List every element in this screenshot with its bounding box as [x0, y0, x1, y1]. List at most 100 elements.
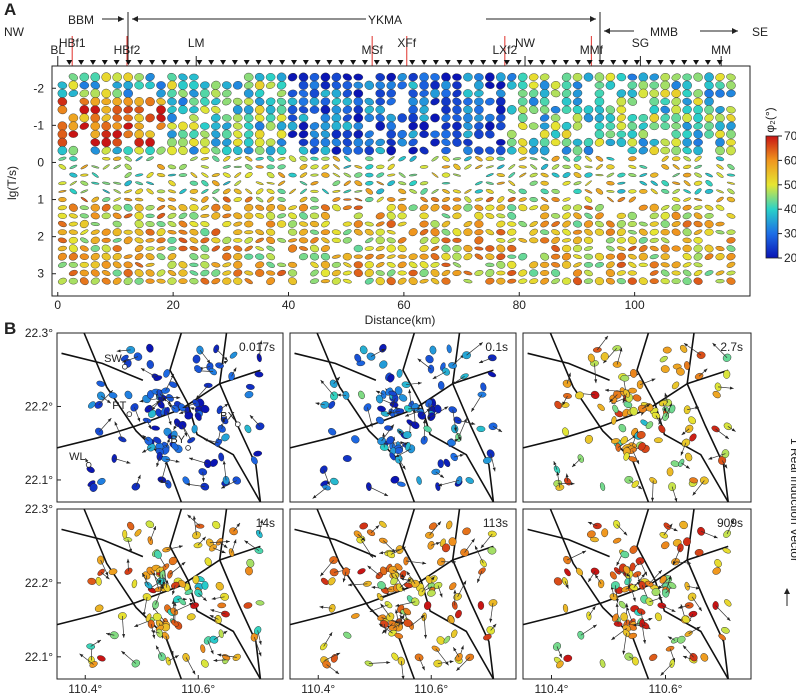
- phase-tensor-ellipse: [254, 105, 265, 115]
- phase-tensor-ellipse: [463, 146, 473, 155]
- phase-tensor-ellipse: [353, 89, 364, 98]
- phase-tensor-ellipse: [189, 221, 199, 228]
- phase-tensor-ellipse: [671, 261, 681, 269]
- induction-arrowhead: [615, 598, 619, 603]
- phase-tensor-ellipse: [353, 146, 364, 155]
- map-phase-tensor-ellipse: [200, 659, 209, 668]
- induction-arrowhead: [565, 473, 569, 478]
- station-triangle: [610, 60, 617, 65]
- phase-tensor-ellipse: [727, 163, 735, 170]
- phase-tensor-ellipse: [715, 121, 725, 131]
- phase-tensor-ellipse: [343, 155, 351, 162]
- colorbar-tick-label: 70: [784, 129, 796, 143]
- phase-tensor-ellipse: [102, 157, 111, 161]
- phase-tensor-ellipse: [101, 146, 111, 155]
- induction-arrowhead: [106, 399, 111, 404]
- induction-arrowhead: [175, 459, 180, 463]
- phase-tensor-ellipse: [430, 113, 440, 123]
- legend-arrowhead: [784, 588, 790, 594]
- map-phase-tensor-ellipse: [620, 550, 630, 559]
- map-phase-tensor-ellipse: [638, 442, 646, 451]
- phase-tensor-ellipse: [353, 105, 364, 115]
- map-phase-tensor-ellipse: [446, 520, 453, 530]
- lat-tick-label: 22.1°: [25, 650, 53, 664]
- induction-arrowhead: [439, 593, 443, 598]
- induction-arrowhead: [153, 526, 156, 531]
- induction-arrowhead: [400, 441, 405, 445]
- phase-tensor-ellipse: [255, 253, 265, 260]
- phase-tensor-ellipse: [430, 197, 440, 202]
- phase-tensor-ellipse: [58, 181, 67, 186]
- map-phase-tensor-ellipse: [423, 601, 432, 610]
- station-triangle: [657, 60, 664, 65]
- map-phase-tensor-ellipse: [590, 536, 599, 543]
- induction-arrowhead: [186, 482, 191, 487]
- phase-tensor-ellipse: [353, 261, 363, 269]
- phase-tensor-ellipse: [90, 229, 100, 235]
- phase-tensor-ellipse: [353, 244, 363, 253]
- phase-tensor-ellipse: [430, 203, 440, 212]
- phase-tensor-ellipse: [276, 81, 287, 90]
- phase-tensor-ellipse: [518, 165, 527, 169]
- phase-tensor-ellipse: [573, 188, 582, 194]
- station-triangle: [101, 60, 108, 65]
- phase-tensor-ellipse: [551, 278, 560, 285]
- induction-arrowhead: [432, 375, 437, 379]
- map-phase-tensor-ellipse: [386, 436, 395, 445]
- induction-arrowhead: [209, 615, 214, 619]
- phase-tensor-ellipse: [529, 89, 539, 98]
- induction-arrowhead: [249, 415, 254, 419]
- phase-tensor-ellipse: [79, 81, 90, 90]
- phase-tensor-ellipse: [671, 204, 681, 212]
- induction-arrowhead: [170, 373, 174, 378]
- phase-tensor-ellipse: [485, 277, 495, 285]
- phase-tensor-ellipse: [342, 89, 353, 98]
- phase-tensor-ellipse: [222, 188, 231, 195]
- x-axis-label: Distance(km): [365, 313, 436, 327]
- induction-arrowhead: [405, 413, 410, 417]
- map-phase-tensor-ellipse: [96, 380, 105, 387]
- phase-tensor-ellipse: [375, 212, 385, 220]
- phase-tensor-ellipse: [190, 172, 198, 178]
- phase-tensor-ellipse: [430, 80, 440, 90]
- phase-tensor-ellipse: [551, 253, 561, 260]
- marker-label: BL: [50, 43, 65, 57]
- map-phase-tensor-ellipse: [668, 582, 677, 589]
- map-phase-tensor-ellipse: [587, 353, 595, 363]
- phase-tensor-ellipse: [342, 114, 352, 122]
- phase-tensor-ellipse: [331, 146, 342, 155]
- phase-tensor-ellipse: [506, 105, 517, 115]
- lon-tick-label: 110.4°: [301, 682, 335, 696]
- induction-arrowhead: [401, 546, 406, 550]
- induction-arrowhead: [152, 634, 156, 639]
- induction-arrowhead: [668, 575, 672, 580]
- induction-arrowhead: [682, 655, 687, 659]
- map-phase-tensor-ellipse: [387, 373, 395, 383]
- phase-tensor-ellipse: [343, 172, 352, 178]
- map-phase-tensor-ellipse: [120, 354, 129, 362]
- phase-tensor-ellipse: [167, 236, 177, 244]
- phase-tensor-ellipse: [507, 197, 516, 203]
- phase-tensor-ellipse: [704, 220, 714, 228]
- phase-tensor-ellipse: [660, 262, 670, 268]
- induction-arrowhead: [312, 495, 317, 499]
- induction-arrowhead: [390, 424, 394, 429]
- map-phase-tensor-ellipse: [681, 615, 691, 624]
- phase-tensor-ellipse: [408, 72, 418, 82]
- phase-tensor-ellipse: [551, 213, 561, 219]
- phase-tensor-ellipse: [156, 253, 166, 261]
- phase-tensor-ellipse: [419, 236, 429, 244]
- phase-tensor-ellipse: [616, 278, 626, 285]
- phase-tensor-ellipse: [529, 221, 538, 228]
- map-phase-tensor-ellipse: [554, 400, 562, 410]
- phase-tensor-ellipse: [167, 72, 177, 82]
- phase-tensor-ellipse: [518, 252, 528, 261]
- phase-tensor-ellipse: [57, 220, 67, 228]
- fault-line: [83, 332, 183, 503]
- induction-arrowhead: [224, 403, 229, 407]
- phase-tensor-ellipse: [90, 203, 100, 212]
- phase-tensor-ellipse: [430, 269, 440, 277]
- phase-tensor-ellipse: [79, 261, 89, 268]
- phase-tensor-ellipse: [167, 253, 177, 261]
- fault-line: [61, 528, 144, 558]
